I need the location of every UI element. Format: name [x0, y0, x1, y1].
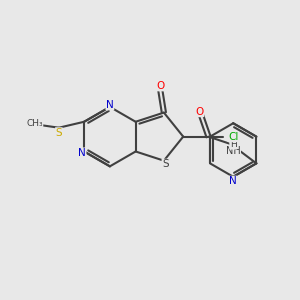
- Text: H: H: [230, 140, 236, 149]
- Text: N: N: [229, 176, 237, 186]
- Text: O: O: [156, 81, 164, 91]
- Text: O: O: [195, 107, 204, 117]
- Text: CH₃: CH₃: [26, 119, 43, 128]
- Text: S: S: [56, 128, 62, 138]
- Text: NH: NH: [226, 146, 241, 156]
- Text: Cl: Cl: [228, 132, 238, 142]
- Text: N: N: [106, 100, 114, 110]
- Text: S: S: [162, 159, 169, 169]
- Text: N: N: [78, 148, 86, 158]
